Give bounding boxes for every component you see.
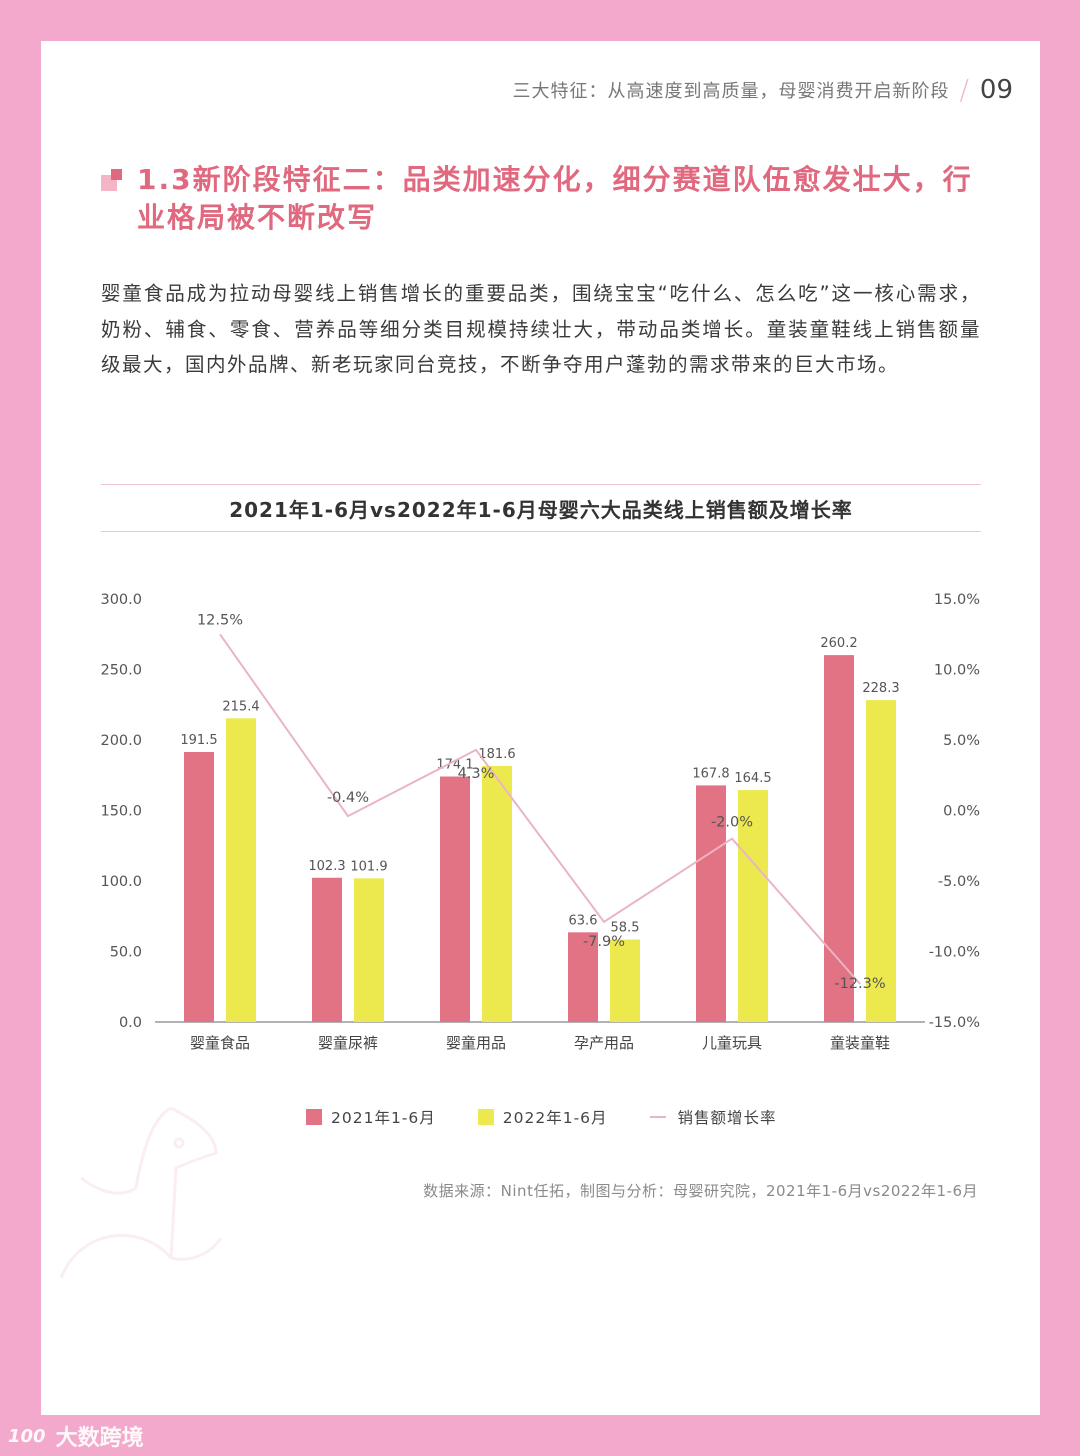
rocking-horse-watermark-icon bbox=[59, 1106, 223, 1279]
left-axis-tick: 50.0 bbox=[110, 945, 142, 961]
right-axis-tick: 5.0% bbox=[943, 733, 980, 749]
left-axis-tick: 150.0 bbox=[100, 804, 142, 820]
legend-label-2022: 2022年1-6月 bbox=[502, 1109, 608, 1127]
bar-2022年1-6月[interactable] bbox=[610, 939, 640, 1022]
bar-value-label: 101.9 bbox=[350, 859, 387, 874]
legend-item-2021[interactable]: 2021年1-6月 bbox=[306, 1106, 436, 1128]
brand-watermark: 100 大数跨境 bbox=[8, 1420, 144, 1452]
x-axis-labels: 婴童食品 婴童尿裤 婴童用品 孕产用品 儿童玩具 童装童鞋 bbox=[190, 1034, 890, 1052]
right-axis-tick: -5.0% bbox=[938, 874, 980, 890]
bar-2021年1-6月[interactable] bbox=[696, 785, 726, 1022]
growth-rate-label: -0.4% bbox=[327, 790, 369, 806]
growth-rate-line bbox=[219, 633, 861, 985]
bar-value-label: 174.1 bbox=[436, 758, 473, 773]
chart-title: 2021年1-6月vs2022年1-6月母婴六大品类线上销售额及增长率 bbox=[229, 497, 853, 522]
page-number: 09 bbox=[979, 74, 1013, 105]
bar-2021年1-6月[interactable] bbox=[184, 751, 214, 1022]
running-header: 三大特征：从高速度到高质量，母婴消费开启新阶段 / 09 bbox=[512, 73, 1013, 106]
bar-series bbox=[184, 655, 896, 1022]
legend-swatch-2022 bbox=[477, 1109, 494, 1125]
bar-value-label: 167.8 bbox=[692, 766, 729, 781]
growth-rate-label: -12.3% bbox=[834, 976, 885, 992]
bar-2021年1-6月[interactable] bbox=[568, 932, 598, 1022]
bar-value-label: 181.6 bbox=[478, 747, 515, 762]
legend-line-growth bbox=[649, 1116, 666, 1118]
bar-2022年1-6月[interactable] bbox=[482, 765, 512, 1022]
bar-value-label: 58.5 bbox=[611, 921, 640, 936]
running-title: 三大特征：从高速度到高质量，母婴消费开启新阶段 bbox=[512, 80, 950, 102]
right-axis-tick: 15.0% bbox=[934, 592, 980, 608]
bar-2021年1-6月[interactable] bbox=[312, 877, 342, 1022]
brand-name: 大数跨境 bbox=[55, 1426, 144, 1451]
section-title: 1.3新阶段特征二：品类加速分化，细分赛道队伍愈发壮大，行业格局被不断改写 bbox=[137, 163, 973, 234]
category-label: 婴童食品 bbox=[190, 1034, 250, 1052]
legend-item-2022[interactable]: 2022年1-6月 bbox=[477, 1106, 608, 1128]
category-label: 儿童玩具 bbox=[702, 1034, 762, 1052]
right-axis-tick: -10.0% bbox=[929, 945, 980, 961]
right-axis: -15.0% -10.0% -5.0% 0.0% 5.0% 10.0% 15.0% bbox=[929, 592, 980, 1031]
bar-value-label: 215.4 bbox=[222, 699, 259, 714]
right-axis-tick: 10.0% bbox=[934, 663, 980, 679]
bar-value-label: 191.5 bbox=[180, 733, 217, 748]
growth-rate-label: 4.3% bbox=[458, 766, 495, 782]
bar-2022年1-6月[interactable] bbox=[738, 790, 768, 1022]
legend-swatch-2021 bbox=[306, 1109, 322, 1125]
bar-2021年1-6月[interactable] bbox=[824, 655, 854, 1022]
category-label: 童装童鞋 bbox=[830, 1034, 890, 1052]
growth-rate-label: -7.9% bbox=[583, 934, 625, 950]
bar-value-label: 228.3 bbox=[862, 681, 899, 696]
legend-item-growth[interactable]: 销售额增长率 bbox=[649, 1106, 777, 1128]
bar-value-label: 63.6 bbox=[569, 913, 598, 928]
growth-rate-label: -2.0% bbox=[711, 815, 753, 831]
section-marker-icon bbox=[101, 169, 123, 191]
bar-value-label: 260.2 bbox=[820, 636, 857, 651]
left-axis-tick: 100.0 bbox=[100, 874, 142, 890]
bar-value-label: 102.3 bbox=[308, 859, 345, 874]
legend-label-growth: 销售额增长率 bbox=[677, 1109, 777, 1127]
category-label: 婴童尿裤 bbox=[318, 1034, 378, 1052]
right-axis-tick: -15.0% bbox=[929, 1015, 980, 1031]
bar-2022年1-6月[interactable] bbox=[226, 718, 256, 1022]
left-axis-tick: 300.0 bbox=[100, 592, 142, 608]
legend-label-2021: 2021年1-6月 bbox=[331, 1109, 436, 1127]
category-label: 孕产用品 bbox=[574, 1034, 634, 1052]
chart-legend: 2021年1-6月 2022年1-6月 销售额增长率 bbox=[306, 1106, 819, 1128]
data-source-note: 数据来源：Nint任拓，制图与分析：母婴研究院，2021年1-6月vs2022年… bbox=[423, 1182, 978, 1200]
body-paragraph: 婴童食品成为拉动母婴线上销售增长的重要品类，围绕宝宝“吃什么、怎么吃”这一核心需… bbox=[101, 282, 981, 376]
bar-2021年1-6月[interactable] bbox=[440, 776, 470, 1022]
bar-value-label: 164.5 bbox=[734, 771, 771, 786]
left-axis-tick: 0.0 bbox=[119, 1015, 142, 1031]
left-axis-tick: 200.0 bbox=[100, 733, 142, 749]
chart-title-bar: 2021年1-6月vs2022年1-6月母婴六大品类线上销售额及增长率 bbox=[101, 484, 981, 532]
bar-2022年1-6月[interactable] bbox=[866, 700, 896, 1022]
bar-2022年1-6月[interactable] bbox=[354, 878, 384, 1022]
left-axis-tick: 250.0 bbox=[100, 663, 142, 679]
growth-rate-label: 12.5% bbox=[197, 612, 243, 628]
right-axis-tick: 0.0% bbox=[943, 804, 980, 820]
divider-slash: / bbox=[959, 73, 970, 106]
brand-logo-icon: 100 bbox=[8, 1425, 46, 1447]
left-axis: 0.0 50.0 100.0 150.0 200.0 250.0 300.0 bbox=[100, 592, 142, 1031]
category-label: 婴童用品 bbox=[446, 1034, 506, 1052]
